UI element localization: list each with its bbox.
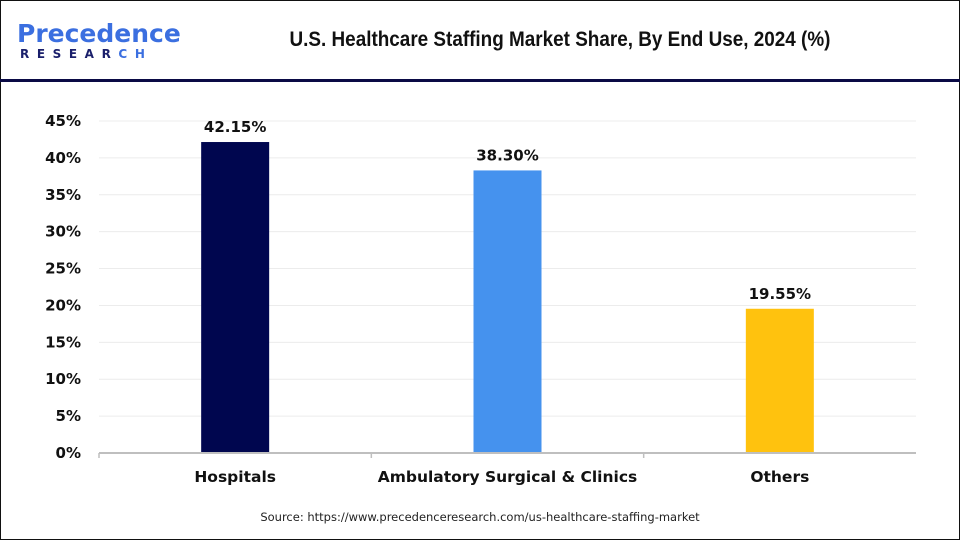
header-divider	[0, 79, 960, 82]
logo-word-research: RESEAR	[20, 47, 119, 61]
y-tick-label: 0%	[56, 444, 81, 462]
source-note: Source: https://www.precedenceresearch.c…	[260, 510, 700, 524]
data-label-others: 19.55%	[749, 285, 811, 303]
y-tick-label: 40%	[45, 149, 81, 167]
logo-word-research-accent: CH	[118, 47, 153, 61]
category-label-others: Others	[750, 468, 809, 486]
y-tick-label: 35%	[45, 186, 81, 204]
y-tick-label: 20%	[45, 296, 81, 314]
data-label-ambulatory: 38.30%	[476, 146, 538, 164]
precedence-research-logo: Precedence RESEARCH	[17, 20, 181, 62]
logo-subtext: RESEARCH	[20, 47, 152, 61]
data-label-hospitals: 42.15%	[204, 118, 266, 136]
chart-title: U.S. Healthcare Staffing Market Share, B…	[289, 28, 831, 51]
data-labels: 42.15% 38.30% 19.55%	[204, 118, 811, 303]
logo-word-precedence: recedence	[35, 19, 181, 48]
y-tick-label: 30%	[45, 223, 81, 241]
bar-hospitals	[201, 142, 270, 453]
logo-p-glyph: P	[17, 19, 36, 48]
x-axis-category-labels: Hospitals Ambulatory Surgical & Clinics Ot…	[194, 468, 809, 486]
y-tick-label: 5%	[56, 407, 81, 425]
y-tick-label: 15%	[45, 333, 81, 351]
y-tick-label: 45%	[45, 112, 81, 130]
bar-others	[745, 308, 814, 453]
y-tick-label: 25%	[45, 260, 81, 278]
x-axis	[98, 452, 916, 458]
y-axis-tick-labels: 0% 5% 10% 15% 20% 25% 30% 35% 40% 45%	[45, 112, 81, 462]
logo-wordmark: Precedence	[17, 20, 181, 48]
bars	[201, 142, 814, 454]
category-label-hospitals: Hospitals	[194, 468, 276, 486]
y-tick-label: 10%	[45, 370, 81, 388]
category-label-ambulatory: Ambulatory Surgical & Clinics	[378, 468, 638, 486]
bar-ambulatory	[473, 170, 542, 454]
